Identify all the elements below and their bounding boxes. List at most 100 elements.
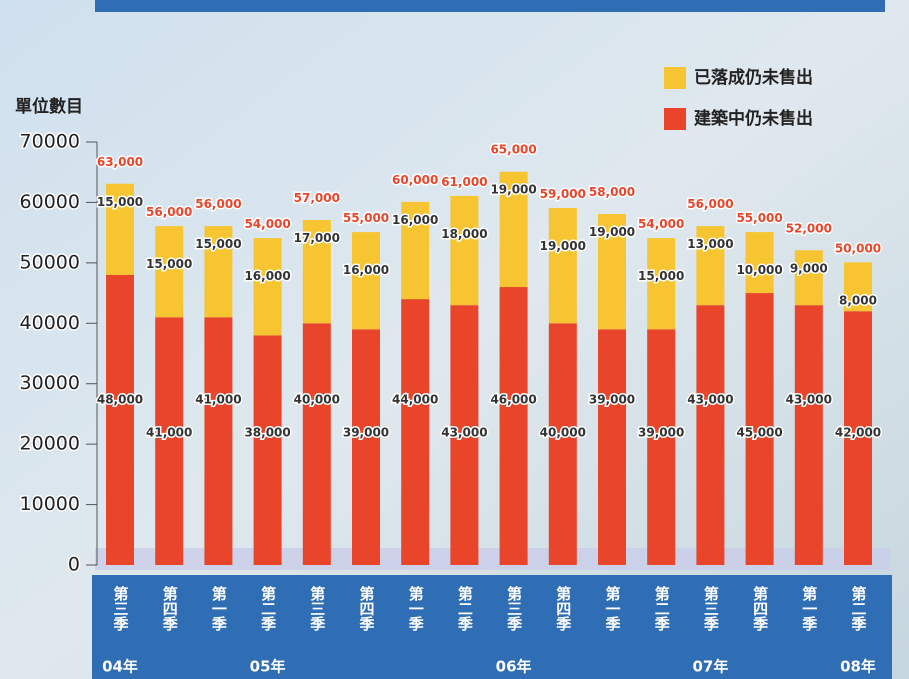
legend-swatch [664,108,686,130]
value-label: 44,000 [392,393,438,407]
bar-segment [302,323,331,565]
year-label: 04年 [102,658,138,676]
value-label: 9,000 [790,261,828,275]
total-label: 61,000 [441,175,487,189]
x-tick-label: 第四季 [751,585,769,632]
total-label: 59,000 [540,187,586,201]
total-label: 50,000 [835,241,881,255]
value-label: 13,000 [687,237,733,251]
total-label: 56,000 [146,205,192,219]
total-label: 65,000 [490,143,536,157]
bar-segment [204,317,233,565]
bar-segment [794,305,823,565]
bar-segment [401,202,430,300]
y-tick-label: 20000 [20,433,80,455]
total-label: 54,000 [244,217,290,231]
x-tick-label: 第四季 [161,585,179,632]
y-tick-label: 60000 [20,191,80,213]
total-label: 55,000 [736,211,782,225]
year-label: 08年 [840,658,876,676]
value-label: 16,000 [343,263,389,277]
top-banner [95,0,885,12]
y-tick-label: 50000 [20,251,80,273]
value-label: 45,000 [736,426,782,440]
value-label: 19,000 [490,183,536,197]
total-label: 56,000 [687,197,733,211]
bar-segment [155,226,184,318]
value-label: 43,000 [786,393,832,407]
total-label: 60,000 [392,173,438,187]
bar-segment [647,238,676,330]
bar-segment [401,299,430,565]
value-label: 48,000 [97,393,143,407]
y-tick-label: 70000 [20,131,80,153]
value-label: 43,000 [441,426,487,440]
value-label: 39,000 [343,426,389,440]
value-label: 39,000 [589,393,635,407]
y-tick-label: 10000 [20,493,80,515]
x-tick-label: 第二季 [653,585,671,632]
y-tick-label: 40000 [20,312,80,334]
value-label: 19,000 [589,225,635,239]
bar-segment [253,238,282,336]
value-label: 40,000 [294,393,340,407]
x-tick-label: 第二季 [259,585,277,632]
legend-label: 建築中仍未售出 [694,108,813,129]
bar-segment [844,311,872,565]
bar-segment [745,232,774,294]
value-label: 15,000 [97,195,143,209]
value-label: 10,000 [736,263,782,277]
bar-segment [253,335,282,565]
total-label: 57,000 [294,191,340,205]
total-label: 63,000 [97,155,143,169]
y-tick-label: 0 [68,554,80,576]
total-label: 55,000 [343,211,389,225]
value-label: 46,000 [490,393,536,407]
x-tick-label: 第一季 [407,585,425,632]
bar-segment [106,184,134,275]
bar-segment [745,293,774,565]
value-label: 16,000 [392,213,438,227]
total-label: 58,000 [589,185,635,199]
bar-segment [106,274,134,565]
bar-segment [204,226,233,318]
value-label: 19,000 [540,239,586,253]
total-label: 56,000 [195,197,241,211]
total-label: 52,000 [786,221,832,235]
value-label: 16,000 [244,269,290,283]
value-label: 39,000 [638,426,684,440]
bar-segment [696,305,725,565]
bar-segment [352,329,380,565]
bar-segment [794,250,823,306]
axis-band [92,575,892,679]
x-tick-label: 第一季 [800,585,818,632]
legend-label: 已落成仍未售出 [694,67,813,88]
value-label: 15,000 [195,237,241,251]
value-label: 18,000 [441,227,487,241]
bar-segment [450,305,479,565]
bar-segment [499,172,528,288]
total-label: 54,000 [638,217,684,231]
year-label: 05年 [250,658,286,676]
value-label: 38,000 [244,426,290,440]
value-label: 8,000 [839,293,877,307]
bar-segment [598,329,626,565]
value-label: 17,000 [294,231,340,245]
bar-segment [548,208,577,324]
bar-segment [598,214,626,330]
value-label: 15,000 [638,269,684,283]
bar-segment [548,323,577,565]
value-label: 42,000 [835,426,881,440]
x-tick-label: 第四季 [358,585,376,632]
bar-segment [450,196,479,306]
bar-segment [155,317,184,565]
year-label: 07年 [692,658,728,676]
value-label: 41,000 [146,426,192,440]
x-tick-label: 第四季 [554,585,572,632]
year-label: 06年 [496,658,532,676]
y-tick-label: 30000 [20,372,80,394]
x-tick-label: 第三季 [112,585,130,632]
bar-segment [647,329,676,565]
x-tick-label: 第三季 [505,585,523,632]
